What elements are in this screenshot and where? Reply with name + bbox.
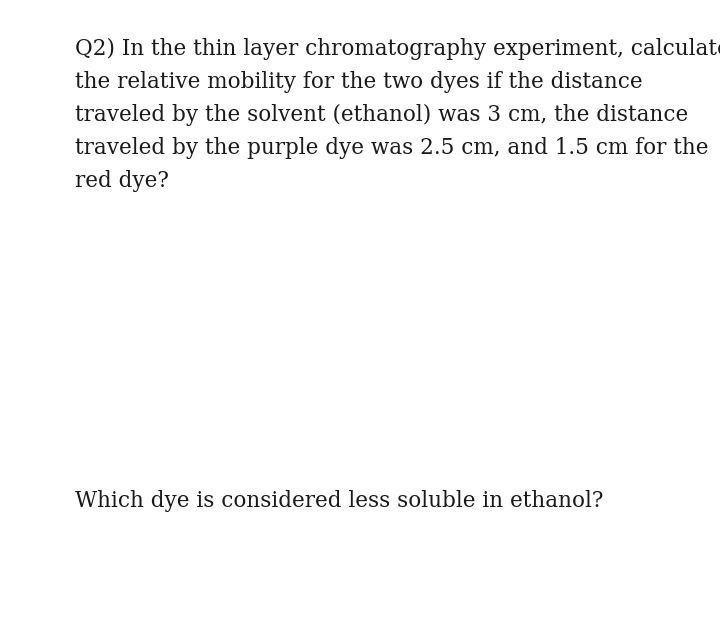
Text: Which dye is considered less soluble in ethanol?: Which dye is considered less soluble in … <box>75 490 603 512</box>
Text: Q2) In the thin layer chromatography experiment, calculate
the relative mobility: Q2) In the thin layer chromatography exp… <box>75 38 720 192</box>
